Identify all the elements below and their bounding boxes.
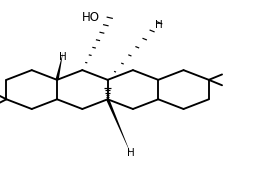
Text: HO: HO: [82, 11, 100, 24]
Text: H: H: [59, 52, 67, 63]
Polygon shape: [55, 52, 63, 80]
Text: H: H: [127, 148, 135, 158]
Text: H: H: [155, 19, 163, 30]
Polygon shape: [106, 99, 131, 155]
